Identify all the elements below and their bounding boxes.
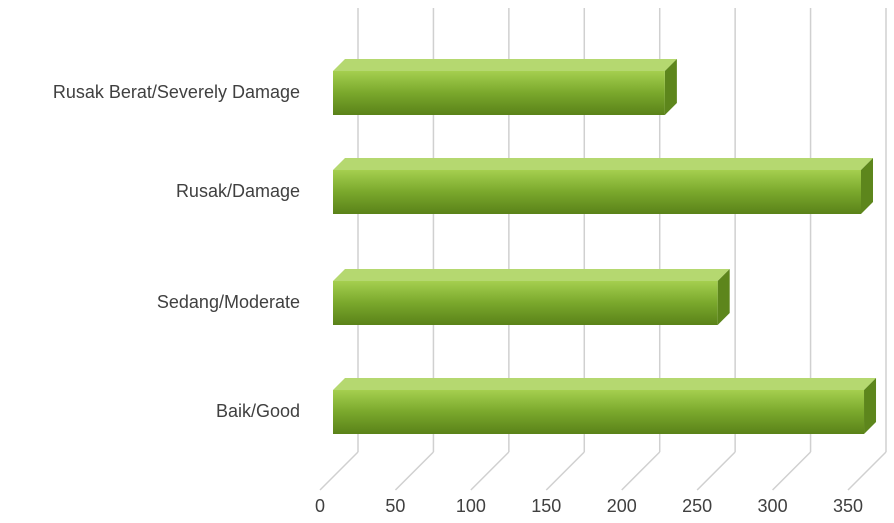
y-tick-label: Rusak Berat/Severely Damage <box>53 82 300 102</box>
x-tick-label: 300 <box>758 496 788 516</box>
x-tick-label: 0 <box>315 496 325 516</box>
x-tick-label: 50 <box>385 496 405 516</box>
floor-line <box>319 451 359 491</box>
x-tick-label: 100 <box>456 496 486 516</box>
bar-end <box>861 158 873 214</box>
bar-top <box>333 59 677 71</box>
bar-end <box>717 269 730 325</box>
y-tick-label: Baik/Good <box>216 401 300 421</box>
y-tick-label: Rusak/Damage <box>176 181 300 201</box>
bar <box>333 390 865 434</box>
bar-top <box>333 378 877 390</box>
floor-line <box>621 451 661 491</box>
bar-end <box>664 59 677 115</box>
bar-end <box>864 378 877 434</box>
bar-top <box>333 158 873 170</box>
bar <box>333 71 665 115</box>
y-tick-label: Sedang/Moderate <box>157 292 300 312</box>
floor-line <box>847 451 887 491</box>
floor-line <box>772 451 812 491</box>
floor-line <box>696 451 736 491</box>
bar-top <box>333 269 730 281</box>
floor-line <box>545 451 585 491</box>
x-tick-label: 150 <box>531 496 561 516</box>
bar <box>333 281 718 325</box>
floor-line <box>470 451 510 491</box>
floor-line <box>394 451 434 491</box>
x-tick-label: 200 <box>607 496 637 516</box>
x-tick-label: 250 <box>682 496 712 516</box>
bar <box>333 170 861 214</box>
x-tick-label: 350 <box>833 496 863 516</box>
